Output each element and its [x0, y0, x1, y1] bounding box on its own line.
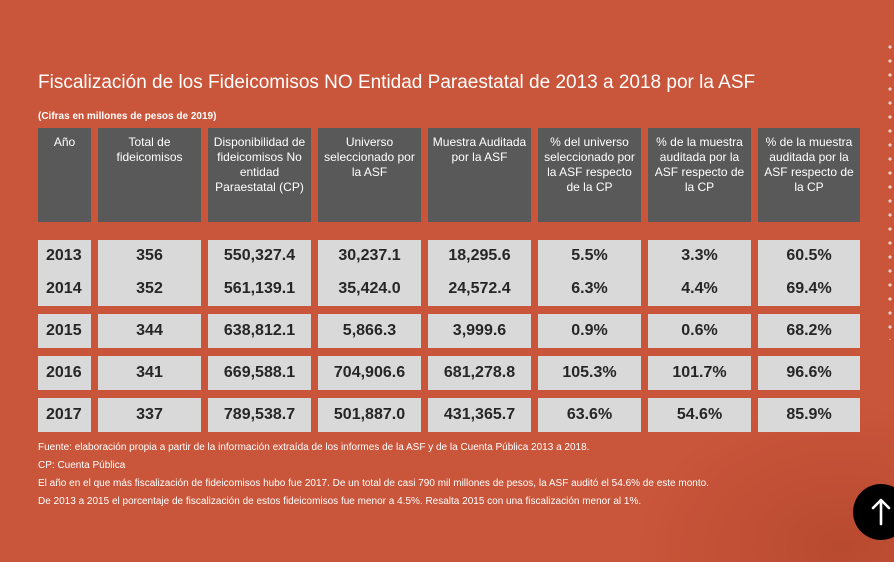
cell-muestra: 24,572.4	[428, 272, 531, 306]
header-year: Año	[38, 128, 91, 222]
page-title: Fiscalización de los Fideicomisos NO Ent…	[38, 72, 756, 93]
cell-pct-muestra-cp: 4.4%	[648, 272, 751, 306]
cell-universo: 5,866.3	[318, 314, 421, 348]
page-subtitle: (Cifras en millones de pesos de 2019)	[38, 111, 217, 122]
notes: Fuente: elaboración propia a partir de l…	[38, 439, 838, 511]
note-2017: El año en el que más fiscalización de fi…	[38, 478, 709, 489]
cell-total: 344	[98, 314, 201, 348]
cell-universo: 30,237.1	[318, 240, 421, 272]
cell-muestra: 18,295.6	[428, 240, 531, 272]
cell-pct-muestra: 60.5%	[758, 240, 860, 272]
cell-muestra: 681,278.8	[428, 356, 531, 390]
cell-muestra: 431,365.7	[428, 398, 531, 432]
cell-pct-muestra-cp: 101.7%	[648, 356, 751, 390]
cell-disponibilidad: 561,139.1	[208, 272, 311, 306]
header-pct-muestra: % de la muestra auditada por la ASF resp…	[758, 128, 860, 222]
cell-pct-muestra-cp: 3.3%	[648, 240, 751, 272]
cell-universo: 704,906.6	[318, 356, 421, 390]
header-pct-universo: % del universo seleccionado por la ASF r…	[538, 128, 641, 222]
cell-year: 2015	[38, 314, 91, 348]
cell-year: 2016	[38, 356, 91, 390]
cell-disponibilidad: 669,588.1	[208, 356, 311, 390]
cell-total: 356	[98, 240, 201, 272]
cell-disponibilidad: 550,327.4	[208, 240, 311, 272]
cell-total: 352	[98, 272, 201, 306]
note-cp: CP: Cuenta Pública	[38, 460, 126, 471]
cell-universo: 501,887.0	[318, 398, 421, 432]
cell-pct-muestra: 85.9%	[758, 398, 860, 432]
cell-pct-universo: 6.3%	[538, 272, 641, 306]
edge-decoration	[886, 40, 894, 340]
cell-total: 337	[98, 398, 201, 432]
cell-pct-muestra: 69.4%	[758, 272, 860, 306]
cell-total: 341	[98, 356, 201, 390]
cell-pct-universo: 63.6%	[538, 398, 641, 432]
cell-pct-muestra: 68.2%	[758, 314, 860, 348]
cell-year: 2017	[38, 398, 91, 432]
scroll-to-top-button[interactable]	[853, 484, 894, 540]
cell-muestra: 3,999.6	[428, 314, 531, 348]
cell-year: 2014	[38, 272, 91, 306]
cell-pct-universo: 5.5%	[538, 240, 641, 272]
note-source: Fuente: elaboración propia a partir de l…	[38, 442, 590, 453]
header-disponibilidad: Disponibilidad de fideicomisos No entida…	[208, 128, 311, 222]
cell-pct-universo: 0.9%	[538, 314, 641, 348]
data-table: Año Total de fideicomisos Disponibilidad d…	[38, 128, 860, 432]
cell-disponibilidad: 789,538.7	[208, 398, 311, 432]
header-total: Total de fideicomisos	[98, 128, 201, 222]
cell-universo: 35,424.0	[318, 272, 421, 306]
header-muestra: Muestra Auditada por la ASF	[428, 128, 531, 222]
cell-pct-muestra: 96.6%	[758, 356, 860, 390]
cell-year: 2013	[38, 240, 91, 272]
note-2013-2015: De 2013 a 2015 el porcentaje de fiscaliz…	[38, 496, 642, 507]
header-universo: Universo seleccionado por la ASF	[318, 128, 421, 222]
cell-pct-muestra-cp: 54.6%	[648, 398, 751, 432]
arrow-up-icon	[871, 498, 891, 526]
cell-pct-muestra-cp: 0.6%	[648, 314, 751, 348]
cell-disponibilidad: 638,812.1	[208, 314, 311, 348]
header-pct-muestra-cp: % de la muestra auditada por la ASF resp…	[648, 128, 751, 222]
cell-pct-universo: 105.3%	[538, 356, 641, 390]
